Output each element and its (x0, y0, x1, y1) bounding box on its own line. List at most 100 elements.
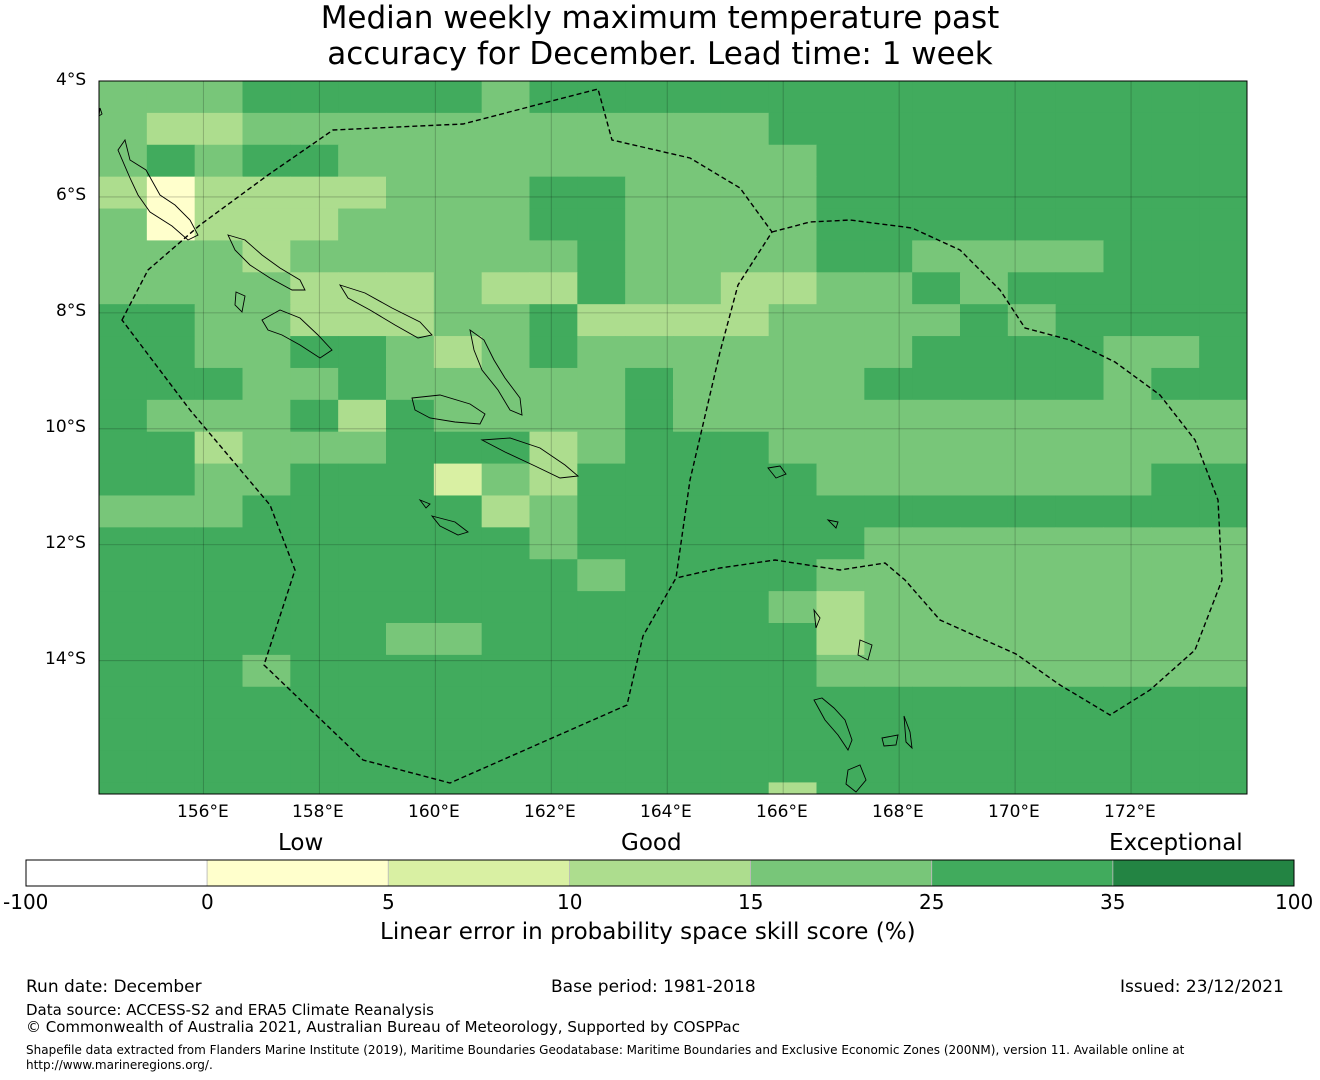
field-cell (577, 176, 626, 210)
field-cell (816, 272, 865, 305)
field-cell (338, 527, 387, 560)
field-cell (194, 367, 243, 401)
field-cell (1103, 591, 1152, 624)
field-cell (290, 240, 339, 273)
field-cell (99, 431, 148, 465)
field-cell (529, 527, 578, 560)
field-cell (433, 750, 483, 783)
field-cell (338, 463, 387, 496)
field-cell (912, 144, 961, 178)
field-cell (338, 144, 387, 178)
coastline-espiritu-santo (813, 697, 853, 751)
field-cell (768, 431, 817, 465)
field-cell (194, 654, 243, 688)
field-cell (146, 272, 196, 305)
field-cell (816, 718, 865, 752)
field-cell (577, 399, 626, 433)
field-cell (720, 495, 770, 528)
field-cell (481, 81, 530, 114)
field-cell (1103, 654, 1152, 688)
field-cell (912, 686, 961, 720)
field-cell (338, 304, 387, 337)
field-cell (194, 591, 243, 624)
field-cell (290, 208, 339, 241)
field-cell (768, 208, 817, 241)
field-cell (338, 750, 387, 783)
field-cell (577, 559, 626, 592)
title-line-1: Median weekly maximum temperature past (320, 0, 1000, 36)
field-cell (960, 240, 1009, 273)
field-cell (577, 336, 626, 369)
field-cell (1055, 112, 1104, 146)
field-cell (1151, 176, 1200, 210)
field-cell (864, 176, 913, 210)
field-cell (146, 240, 196, 273)
field-cell (720, 304, 770, 337)
field-cell (1151, 463, 1200, 496)
field-cell (625, 654, 674, 688)
lon-label-160e: 160°E (408, 802, 460, 822)
field-cell (481, 240, 530, 273)
coastline-choiseul (227, 234, 306, 291)
field-cell (720, 112, 770, 146)
field-cell (1055, 272, 1104, 305)
field-cell (1151, 208, 1200, 241)
field-cell (1199, 463, 1248, 496)
field-cell (577, 782, 626, 795)
field-cell (194, 240, 243, 273)
field-cell (864, 559, 913, 592)
field-cell (864, 750, 913, 783)
field-cell (577, 463, 626, 496)
field-cell (481, 176, 530, 210)
field-cell (1151, 591, 1200, 624)
field-cell (99, 81, 148, 114)
field-cell (338, 399, 387, 433)
field-cell (1151, 686, 1200, 720)
field-cell (864, 336, 913, 369)
field-cell (386, 686, 435, 720)
field-cell (960, 559, 1009, 592)
field-cell (673, 336, 722, 369)
field-cell (912, 495, 961, 528)
field-cell (1151, 336, 1200, 369)
field-cell (338, 654, 387, 688)
field-cell (577, 272, 626, 305)
field-cell (1007, 654, 1057, 688)
field-cell (577, 208, 626, 241)
field-cell (194, 463, 243, 496)
vanuatu-eez-boundary (675, 219, 1223, 716)
field-cell (577, 431, 626, 465)
field-cell (433, 495, 483, 528)
field-cell (1103, 176, 1152, 210)
field-cell (1103, 495, 1152, 528)
field-cell (625, 495, 674, 528)
field-cell (290, 782, 339, 795)
field-cell (1007, 686, 1057, 720)
field-cell (912, 559, 961, 592)
field-cell (960, 686, 1009, 720)
field-cell (146, 527, 196, 560)
field-cell (99, 112, 148, 146)
field-cell (912, 463, 961, 496)
title-line-2: accuracy for December. Lead time: 1 week (327, 36, 993, 72)
field-cell (386, 559, 435, 592)
field-cell (433, 81, 483, 114)
field-cell (194, 208, 243, 241)
field-cell (194, 304, 243, 337)
field-cell (481, 336, 530, 369)
field-cell (720, 272, 770, 305)
field-cell (768, 336, 817, 369)
field-cell (146, 622, 196, 656)
field-cell (194, 686, 243, 720)
field-cell (433, 176, 483, 210)
field-cell (673, 463, 722, 496)
field-cell (290, 272, 339, 305)
field-cell (433, 591, 483, 624)
field-cell (1151, 272, 1200, 305)
field-cell (720, 463, 770, 496)
field-cell (1151, 81, 1200, 114)
field-cell (194, 176, 243, 210)
field-cell (1199, 240, 1248, 273)
field-cell (290, 367, 339, 401)
field-cell (481, 304, 530, 337)
